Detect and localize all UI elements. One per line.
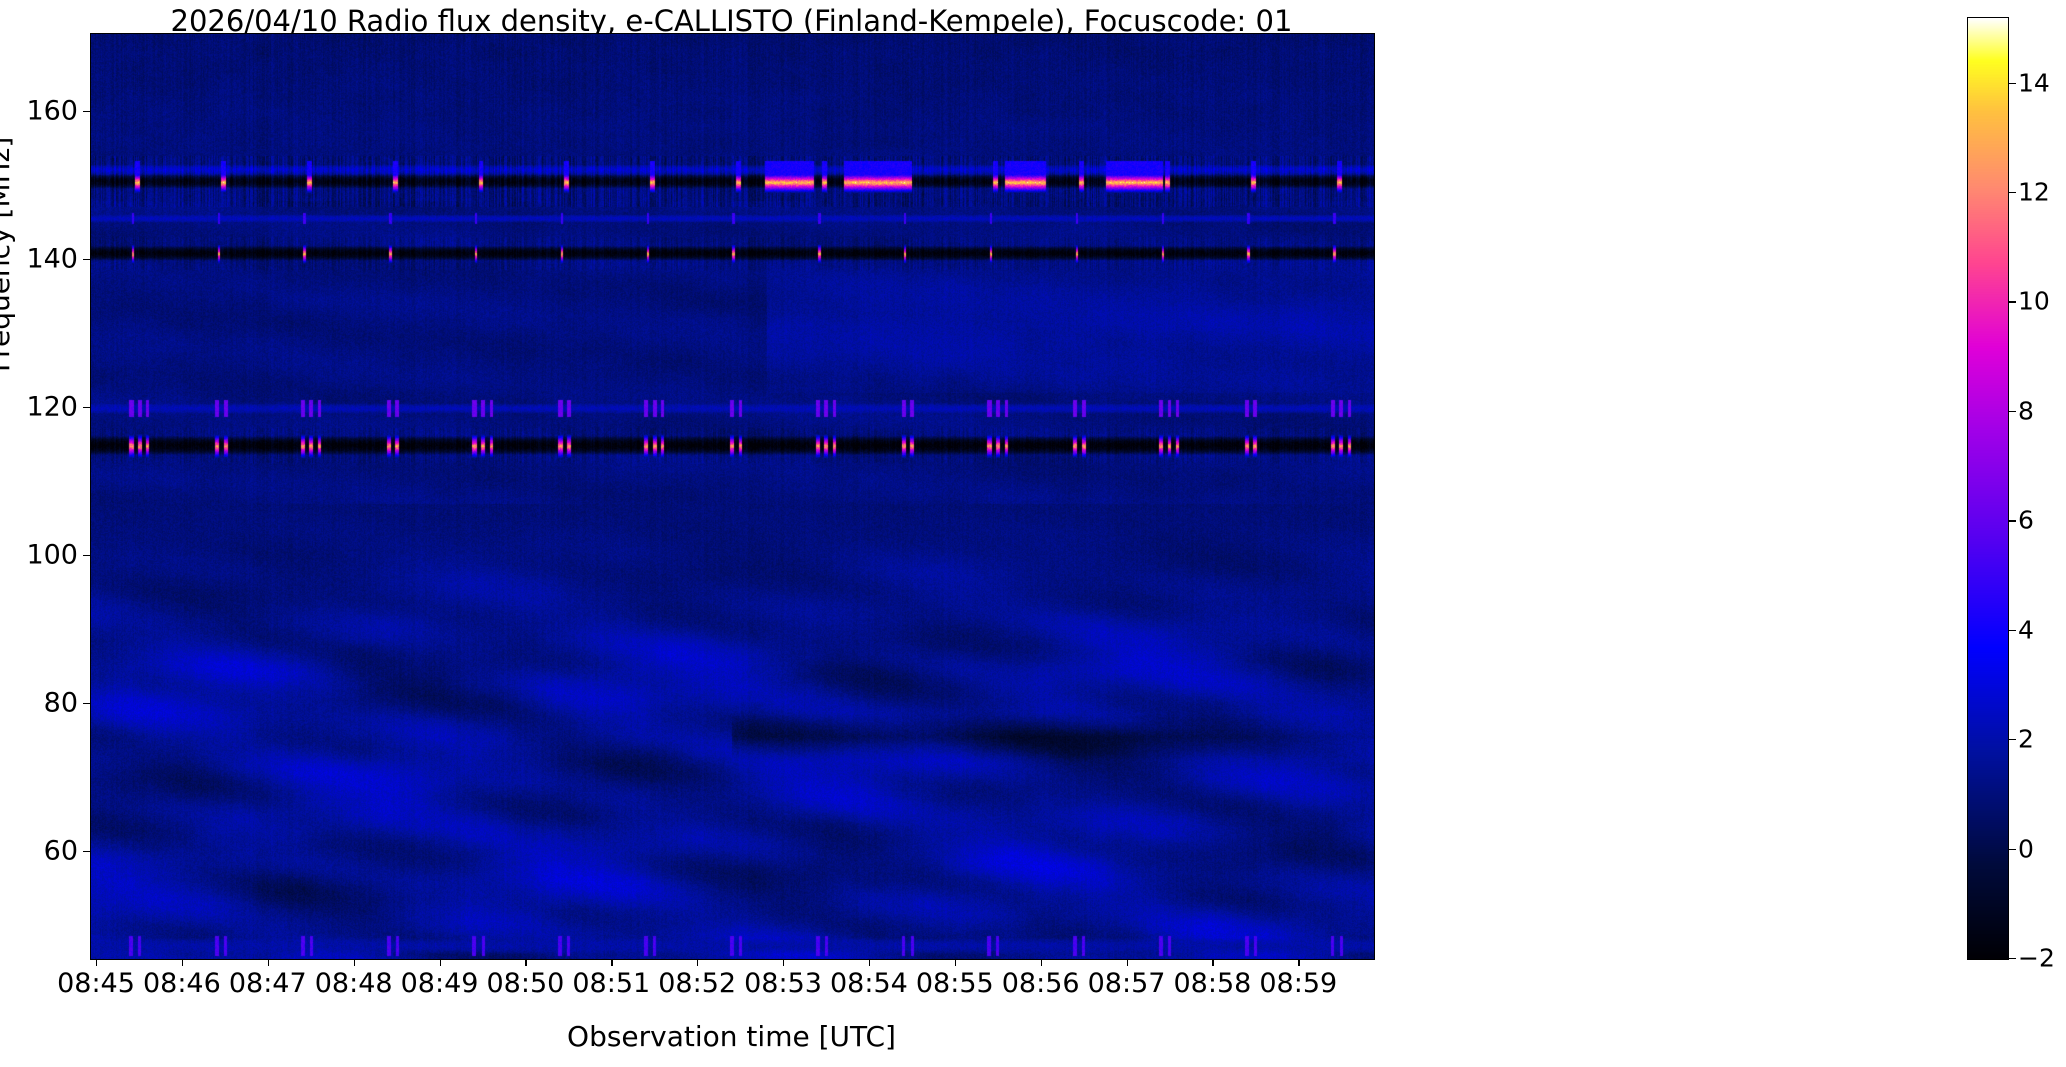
colorbar-tick-mark	[2009, 410, 2016, 413]
x-axis-tick-label: 08:56	[1001, 968, 1080, 999]
x-axis-tick-label: 08:58	[1173, 968, 1252, 999]
colorbar-tick-mark	[2009, 520, 2016, 522]
x-axis-tick-mark	[1212, 959, 1214, 966]
x-axis-tick-label: 08:57	[1087, 968, 1166, 999]
x-axis-tick-label: 08:45	[57, 968, 135, 999]
x-axis-tick-mark	[525, 959, 527, 966]
y-axis-tick-mark	[83, 406, 90, 408]
x-axis-tick-mark	[1298, 959, 1300, 966]
x-axis-tick-label: 08:47	[228, 968, 307, 999]
spectrogram-axes[interactable]	[90, 33, 1375, 960]
x-axis-tick-mark	[954, 959, 957, 966]
x-axis-tick-mark	[611, 959, 613, 966]
x-axis-tick-label: 08:51	[572, 968, 651, 999]
y-axis-tick-mark	[83, 702, 90, 704]
colorbar-tick-label: 0	[2018, 834, 2034, 864]
spectrogram-heatmap[interactable]	[91, 34, 1374, 959]
colorbar-tick-label: 10	[2018, 286, 2050, 316]
x-axis-tick-mark	[1040, 959, 1042, 966]
colorbar-tick-label: 14	[2018, 68, 2050, 98]
colorbar-tick-label: 4	[2018, 615, 2034, 645]
x-axis-tick-label: 08:55	[915, 968, 994, 999]
x-axis-tick-mark	[783, 959, 785, 966]
colorbar-tick-mark	[2009, 82, 2016, 84]
x-axis-tick-label: 08:50	[486, 968, 565, 999]
x-axis-tick-mark	[96, 959, 98, 966]
x-axis-tick-mark	[439, 959, 441, 966]
x-axis-tick-mark	[697, 959, 699, 966]
y-axis-tick-label: 100	[26, 539, 78, 571]
x-axis-title: Observation time [UTC]	[567, 1020, 896, 1053]
colorbar-tick-label: −2	[2018, 943, 2055, 973]
y-axis-tick-mark	[83, 110, 90, 112]
colorbar[interactable]	[1967, 17, 2009, 960]
y-axis-tick-mark	[83, 850, 90, 852]
colorbar-tick-mark	[2009, 848, 2016, 850]
y-axis-title: Frequency [MHz]	[0, 136, 16, 372]
x-axis-tick-mark	[353, 959, 355, 966]
colorbar-tick-mark	[2009, 958, 2016, 960]
y-axis-tick-label: 160	[26, 95, 78, 127]
x-axis-tick-label: 08:49	[400, 968, 479, 999]
y-axis-tick-label: 120	[26, 391, 78, 423]
colorbar-tick-mark	[2009, 192, 2016, 194]
x-axis-tick-mark	[868, 959, 871, 966]
x-axis-tick-mark	[181, 959, 184, 966]
colorbar-tick-mark	[2009, 629, 2016, 632]
colorbar-title: dB above background	[2062, 453, 2066, 760]
x-axis-tick-label: 08:53	[744, 968, 822, 999]
colorbar-tick-label: 8	[2018, 396, 2034, 426]
x-axis-tick-label: 08:52	[658, 968, 737, 999]
x-axis-tick-mark	[267, 959, 270, 966]
y-axis-tick-label: 80	[43, 687, 78, 719]
y-axis-tick-label: 60	[43, 835, 78, 867]
y-axis-tick-mark	[83, 554, 90, 556]
y-axis-tick-mark	[83, 258, 90, 260]
x-axis-tick-mark	[1126, 959, 1128, 966]
figure-title: 2026/04/10 Radio flux density, e-CALLIST…	[170, 4, 1293, 38]
colorbar-gradient	[1968, 18, 2008, 959]
x-axis-tick-label: 08:54	[829, 968, 908, 999]
x-axis-tick-label: 08:59	[1259, 968, 1338, 999]
colorbar-tick-label: 12	[2018, 177, 2050, 207]
colorbar-tick-label: 6	[2018, 505, 2034, 535]
y-axis-tick-label: 140	[26, 243, 78, 275]
colorbar-tick-mark	[2009, 739, 2016, 741]
x-axis-tick-label: 08:46	[142, 968, 221, 999]
colorbar-tick-mark	[2009, 301, 2016, 303]
x-axis-tick-label: 08:48	[314, 968, 393, 999]
colorbar-tick-label: 2	[2018, 724, 2034, 754]
